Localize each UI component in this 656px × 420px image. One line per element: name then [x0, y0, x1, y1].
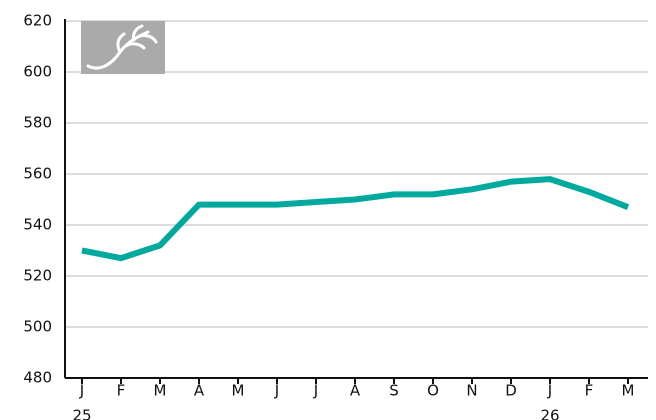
y-tick-label: 560	[23, 165, 52, 183]
y-tick-label: 500	[23, 318, 52, 336]
y-tick-label: 580	[23, 114, 52, 132]
y-tick-label: 540	[23, 216, 52, 234]
x-tick-label: M	[154, 382, 167, 400]
x-tick-label: D	[505, 382, 517, 400]
x-tick-label: J	[79, 382, 84, 400]
y-tick-label: 600	[23, 63, 52, 81]
x-tick-label: M	[622, 382, 635, 400]
x-tick-label: F	[117, 382, 126, 400]
logo	[81, 21, 165, 74]
x-tick-label: A	[194, 382, 205, 400]
logo-leaf	[86, 24, 158, 70]
x-tick-label: S	[389, 382, 399, 400]
year-label: 25	[72, 407, 91, 420]
x-tick-label: J	[547, 382, 552, 400]
x-tick-label: J	[274, 382, 279, 400]
y-tick-label: 520	[23, 267, 52, 285]
data-line	[81, 176, 630, 262]
y-tick-label: 480	[23, 369, 52, 387]
x-tick-label: N	[466, 382, 477, 400]
x-tick-label: J	[313, 382, 318, 400]
year-label: 26	[540, 407, 559, 420]
x-tick-label: A	[350, 382, 361, 400]
x-tick-label: M	[232, 382, 245, 400]
x-tick-label: O	[427, 382, 439, 400]
y-tick-label: 620	[23, 12, 52, 30]
x-tick-label: F	[585, 382, 594, 400]
